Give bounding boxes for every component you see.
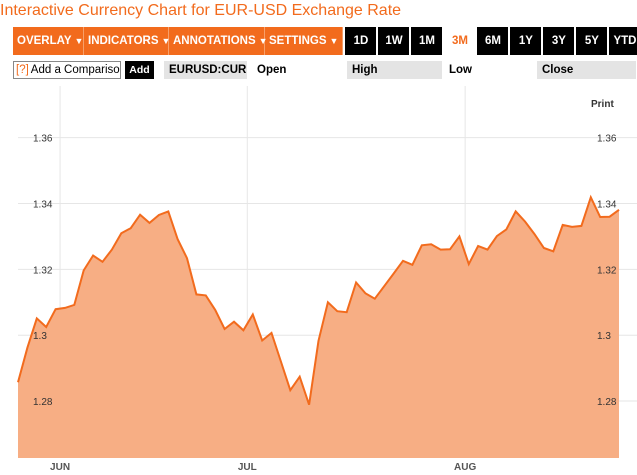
x-tick-label: JUL bbox=[238, 462, 257, 473]
chevron-down-icon: ▼ bbox=[161, 36, 171, 46]
overlay-menu[interactable]: OVERLAY ▼ bbox=[13, 27, 84, 55]
overlay-menu-label: OVERLAY bbox=[17, 35, 72, 47]
comparison-input[interactable]: [?] Add a Comparison bbox=[13, 61, 121, 79]
range-ytd-button[interactable]: YTD bbox=[609, 27, 637, 55]
y-tick-label-right: 1.34 bbox=[597, 200, 617, 211]
y-tick-label-right: 1.28 bbox=[597, 397, 617, 408]
help-icon[interactable]: [?] bbox=[16, 64, 29, 76]
x-tick-label: AUG bbox=[454, 462, 476, 473]
low-label: Low bbox=[449, 64, 472, 76]
chevron-down-icon: ▼ bbox=[258, 36, 268, 46]
x-tick-label: JUN bbox=[50, 462, 70, 473]
range-1d-button[interactable]: 1D bbox=[345, 27, 377, 55]
settings-menu[interactable]: SETTINGS ▼ bbox=[265, 27, 344, 55]
range-5y-button[interactable]: 5Y bbox=[576, 27, 608, 55]
y-tick-label-left: 1.34 bbox=[33, 200, 53, 211]
page-title: Interactive Currency Chart for EUR-USD E… bbox=[0, 2, 402, 19]
y-tick-label-left: 1.36 bbox=[33, 134, 53, 145]
add-comparison-button[interactable]: Add bbox=[125, 61, 154, 79]
indicators-menu[interactable]: INDICATORS ▼ bbox=[84, 27, 171, 55]
chart-toolbar: OVERLAY ▼ INDICATORS ▼ ANNOTATIONS ▼ SETTIN… bbox=[13, 27, 637, 55]
open-label: Open bbox=[257, 64, 287, 76]
range-3y-button[interactable]: 3Y bbox=[543, 27, 575, 55]
x-axis-labels: JUN JUL AUG bbox=[50, 462, 476, 473]
comparison-row: [?] Add a Comparison Add EURUSD:CUR Open… bbox=[13, 60, 637, 82]
y-axis-labels: 1.28 1.28 1.3 1.3 1.32 1.32 1.34 1.34 1.36 1.36 bbox=[33, 134, 617, 408]
y-tick-label-right: 1.32 bbox=[597, 265, 617, 276]
range-selector: 1D 1W 1M 3M 6M 1Y 3Y 5Y YTD bbox=[343, 27, 637, 55]
range-6m-button[interactable]: 6M bbox=[477, 27, 509, 55]
range-1w-button[interactable]: 1W bbox=[378, 27, 410, 55]
ticker-label: EURUSD:CUR bbox=[164, 61, 247, 79]
y-tick-label-right: 1.36 bbox=[597, 134, 617, 145]
rate-line-series bbox=[17, 194, 620, 406]
y-tick-label-left: 1.32 bbox=[33, 265, 53, 276]
rate-area-fill bbox=[18, 197, 619, 459]
chevron-down-icon: ▼ bbox=[329, 36, 339, 46]
range-1y-button[interactable]: 1Y bbox=[510, 27, 542, 55]
range-3m-button[interactable]: 3M bbox=[444, 27, 476, 55]
comparison-placeholder: Add a Comparison bbox=[30, 64, 121, 76]
y-tick-label-left: 1.28 bbox=[33, 397, 53, 408]
range-1m-button[interactable]: 1M bbox=[411, 27, 443, 55]
close-label: Close bbox=[537, 61, 636, 79]
chevron-down-icon: ▼ bbox=[74, 36, 84, 46]
y-tick-label-right: 1.3 bbox=[597, 331, 611, 342]
y-tick-label-left: 1.3 bbox=[33, 331, 47, 342]
annotations-menu[interactable]: ANNOTATIONS ▼ bbox=[169, 27, 268, 55]
indicators-menu-label: INDICATORS bbox=[88, 35, 159, 47]
settings-menu-label: SETTINGS bbox=[269, 35, 327, 47]
high-label: High bbox=[347, 61, 442, 79]
annotations-menu-label: ANNOTATIONS bbox=[173, 35, 256, 47]
exchange-rate-chart: 1.28 1.28 1.3 1.3 1.32 1.32 1.34 1.34 1.36 1.36 J… bbox=[17, 86, 637, 473]
print-link[interactable]: Print bbox=[591, 99, 614, 110]
